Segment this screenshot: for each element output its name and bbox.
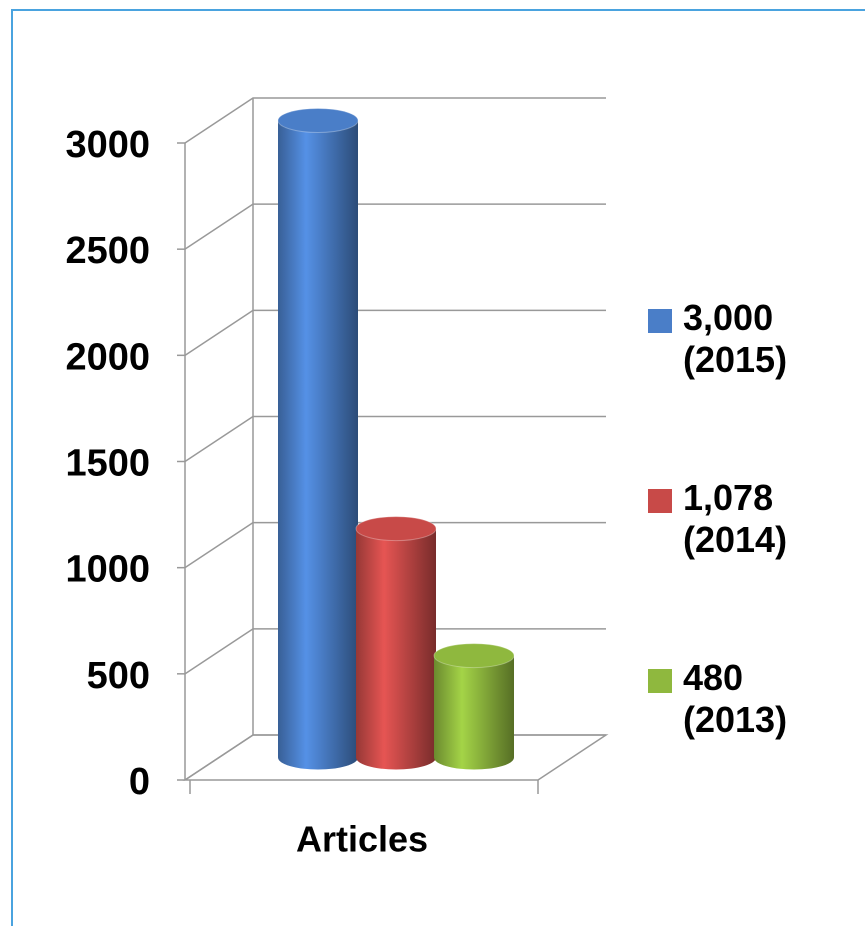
grid-line bbox=[184, 415, 606, 463]
grid-line bbox=[184, 203, 606, 250]
legend-label: 1,078 (2014) bbox=[683, 477, 788, 560]
bar-body bbox=[278, 120, 358, 770]
bar-body bbox=[356, 528, 436, 770]
y-tick-label: 2500 bbox=[65, 230, 150, 272]
y-tick-label: 1000 bbox=[65, 549, 150, 591]
bar-top bbox=[355, 516, 437, 542]
grid-line bbox=[184, 628, 606, 675]
y-tick-label: 1500 bbox=[65, 443, 150, 485]
grid-line bbox=[184, 97, 606, 144]
y-tick-label: 3000 bbox=[65, 124, 150, 166]
legend-swatch bbox=[648, 669, 672, 693]
bar bbox=[277, 108, 359, 770]
legend-label: 480 (2013) bbox=[683, 657, 788, 740]
y-tick-label: 0 bbox=[129, 761, 150, 803]
border bbox=[11, 9, 865, 926]
bar-top bbox=[277, 108, 359, 133]
legend-label: 3,000 (2015) bbox=[683, 297, 788, 380]
x-tick-label: Articles bbox=[296, 819, 428, 860]
grid-line bbox=[184, 309, 606, 356]
y-tick-label: 500 bbox=[87, 655, 150, 697]
bar-top bbox=[433, 643, 515, 669]
grid-line bbox=[184, 521, 606, 569]
legend-swatch bbox=[648, 309, 672, 333]
bar bbox=[433, 643, 515, 770]
legend-swatch bbox=[648, 489, 672, 513]
y-tick-label: 2000 bbox=[65, 336, 150, 378]
bar-body bbox=[434, 655, 514, 770]
bar bbox=[355, 516, 437, 770]
